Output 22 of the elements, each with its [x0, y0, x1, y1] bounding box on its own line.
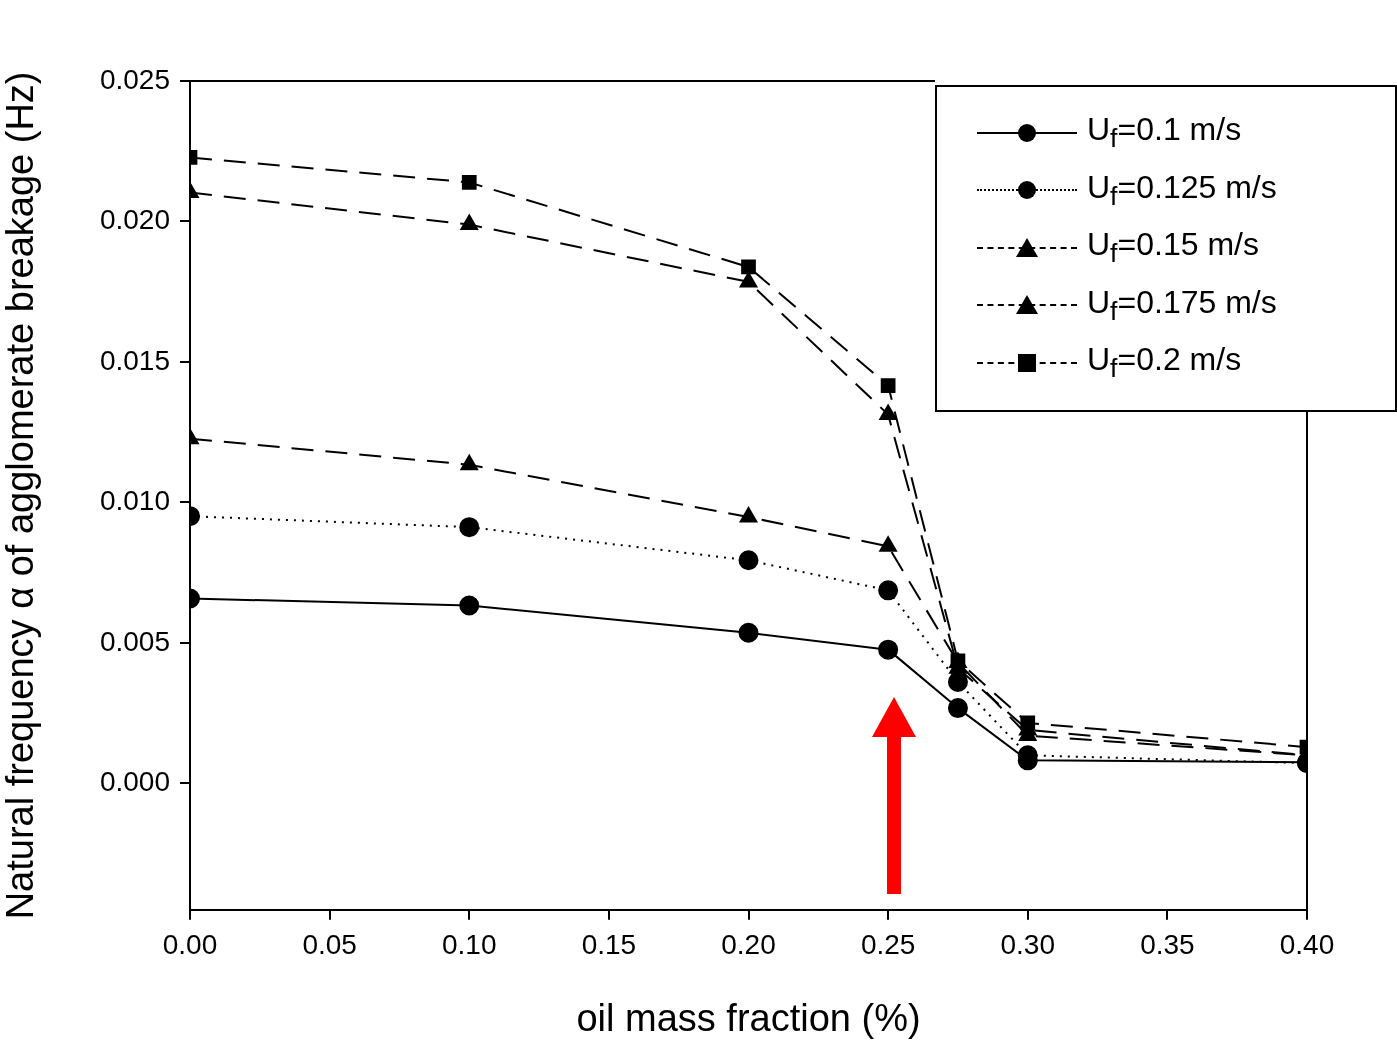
legend-label: U$_{f}$=0.125 m/s: [1087, 168, 1277, 212]
x-tick-label: 0.15: [581, 929, 637, 961]
x-tick-label: 0.20: [721, 929, 776, 961]
legend-label: U$_{f}$=0.15 m/s: [1087, 226, 1259, 270]
x-tick-label: 0.35: [1140, 929, 1195, 961]
legend-label: U$_{f}$=0.2 m/s: [1087, 341, 1242, 385]
x-tick-label: 0.30: [1000, 929, 1055, 961]
y-tick-label: 0.005: [99, 625, 170, 657]
y-tick-label: 0.000: [99, 766, 170, 798]
y-tick-label: 0.010: [99, 485, 170, 517]
x-tick-label: 0.05: [302, 929, 357, 961]
y-tick-label: 0.025: [99, 63, 170, 95]
x-tick-label: 0.00: [162, 929, 218, 961]
legend-label: U$_{f}$=0.1 m/s: [1087, 111, 1242, 155]
x-tick-label: 0.25: [860, 929, 916, 961]
x-tick-label: 0.10: [442, 929, 497, 961]
y-tick-label: 0.020: [99, 204, 170, 236]
y-tick-label: 0.015: [99, 344, 170, 376]
legend-label: U$_{f}$=0.175 m/s: [1087, 283, 1277, 327]
x-tick-label: 0.40: [1279, 929, 1335, 961]
y-axis-title: Natural frequency α of agglomerate breakage (Hz): [0, 71, 42, 920]
x-axis-title: oil mass fraction (%): [576, 996, 921, 1039]
